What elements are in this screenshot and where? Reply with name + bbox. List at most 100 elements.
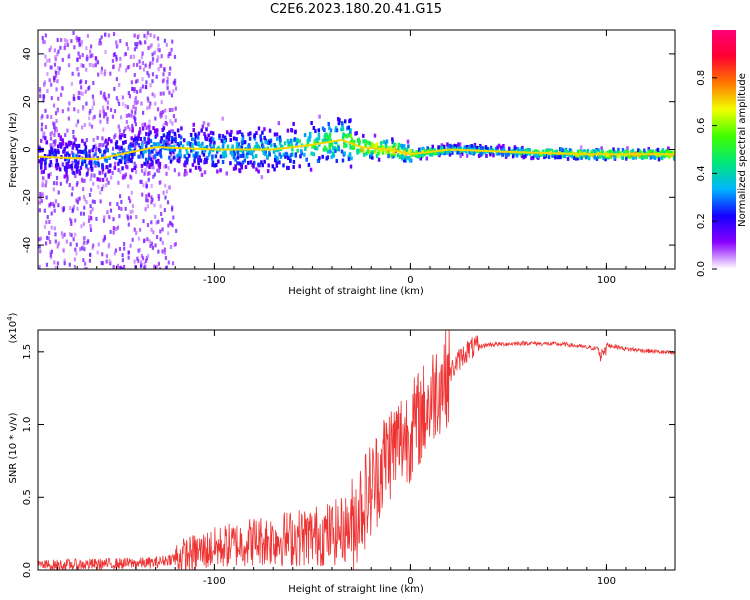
heatmap-cell [165, 135, 168, 140]
heatmap-cell [173, 242, 176, 247]
heatmap-cell [78, 43, 81, 48]
heatmap-cell [85, 163, 88, 168]
heatmap-cell [52, 152, 56, 157]
heatmap-cell [652, 155, 655, 160]
heatmap-cell [117, 180, 120, 185]
heatmap-cell [145, 157, 148, 162]
heatmap-cell [122, 148, 125, 153]
heatmap-cell [109, 261, 112, 266]
heatmap-cell [566, 156, 570, 161]
heatmap-cell [457, 146, 460, 151]
heatmap-cell [95, 161, 98, 166]
heatmap-cell [260, 141, 264, 146]
heatmap-cell [125, 154, 129, 159]
heatmap-cell [44, 33, 47, 38]
heatmap-cell [97, 163, 100, 168]
heatmap-cell [42, 98, 45, 103]
heatmap-cell [118, 158, 121, 163]
heatmap-cell [85, 200, 88, 205]
heatmap-cell [193, 159, 196, 164]
heatmap-cell [421, 152, 424, 157]
heatmap-cell [175, 228, 178, 233]
heatmap-cell [196, 151, 200, 156]
heatmap-cell [38, 159, 42, 164]
heatmap-cell [334, 148, 337, 153]
heatmap-cell [48, 78, 51, 83]
heatmap-cell [76, 119, 80, 124]
heatmap-cell [577, 153, 580, 158]
heatmap-cell [127, 184, 130, 189]
heatmap-cell [142, 239, 146, 244]
heatmap-cell [317, 128, 321, 133]
heatmap-cell [340, 121, 344, 126]
heatmap-cell [102, 94, 105, 99]
heatmap-cell [50, 249, 53, 254]
heatmap-cell [194, 165, 198, 170]
heatmap-cell [277, 121, 281, 126]
heatmap-cell [44, 166, 47, 171]
heatmap-cell [99, 90, 103, 95]
heatmap-cell [291, 147, 294, 152]
heatmap-cell [307, 136, 311, 141]
heatmap-cell [136, 41, 139, 46]
heatmap-cell [170, 152, 173, 157]
heatmap-cell [165, 139, 168, 144]
heatmap-cell [232, 166, 236, 171]
heatmap-cell [276, 136, 279, 141]
heatmap-cell [59, 45, 62, 50]
heatmap-cell [334, 126, 338, 131]
heatmap-cell [472, 145, 476, 150]
heatmap-cell [164, 183, 167, 188]
heatmap-cell [67, 153, 71, 158]
heatmap-cell [169, 244, 173, 249]
heatmap-cell [465, 149, 468, 154]
heatmap-cell [105, 165, 108, 170]
spectrogram-ylabel: Frequency (Hz) [8, 112, 19, 188]
heatmap-cell [423, 151, 426, 156]
heatmap-cell [275, 160, 278, 165]
heatmap-cell [53, 122, 56, 127]
heatmap-cell [248, 145, 251, 150]
heatmap-cell [49, 253, 52, 258]
heatmap-cell [119, 56, 122, 61]
heatmap-cell [117, 145, 120, 150]
heatmap-cell [161, 227, 164, 232]
heatmap-cell [279, 154, 283, 159]
heatmap-cell [77, 36, 80, 41]
heatmap-cell [137, 154, 140, 159]
heatmap-cell [159, 148, 162, 153]
heatmap-cell [370, 152, 373, 157]
heatmap-cell [57, 96, 60, 101]
heatmap-cell [211, 163, 214, 168]
heatmap-cell [290, 152, 293, 157]
heatmap-cell [557, 155, 560, 160]
heatmap-cell [326, 138, 330, 143]
heatmap-cell [244, 165, 248, 170]
heatmap-cell [237, 142, 240, 147]
heatmap-cell [380, 141, 383, 146]
heatmap-cell [82, 211, 86, 216]
heatmap-cell [89, 215, 93, 220]
heatmap-cell [203, 170, 207, 175]
heatmap-cell [136, 136, 140, 141]
heatmap-cell [587, 156, 591, 161]
heatmap-cell [141, 153, 144, 158]
heatmap-cell [609, 154, 613, 159]
heatmap-cell [86, 33, 90, 38]
heatmap-cell [621, 147, 625, 152]
heatmap-cell [92, 116, 95, 121]
heatmap-cell [597, 148, 600, 153]
heatmap-cell [436, 151, 440, 156]
heatmap-cell [168, 133, 171, 138]
heatmap-cell [101, 252, 104, 257]
heatmap-cell [78, 149, 82, 154]
heatmap-cell [596, 155, 600, 160]
heatmap-cell [409, 158, 412, 163]
heatmap-cell [331, 151, 335, 156]
heatmap-cell [132, 62, 135, 67]
heatmap-cell [38, 87, 42, 92]
heatmap-cell [54, 55, 57, 60]
heatmap-cell [72, 171, 75, 176]
heatmap-cell [269, 138, 273, 143]
heatmap-cell [50, 131, 54, 136]
